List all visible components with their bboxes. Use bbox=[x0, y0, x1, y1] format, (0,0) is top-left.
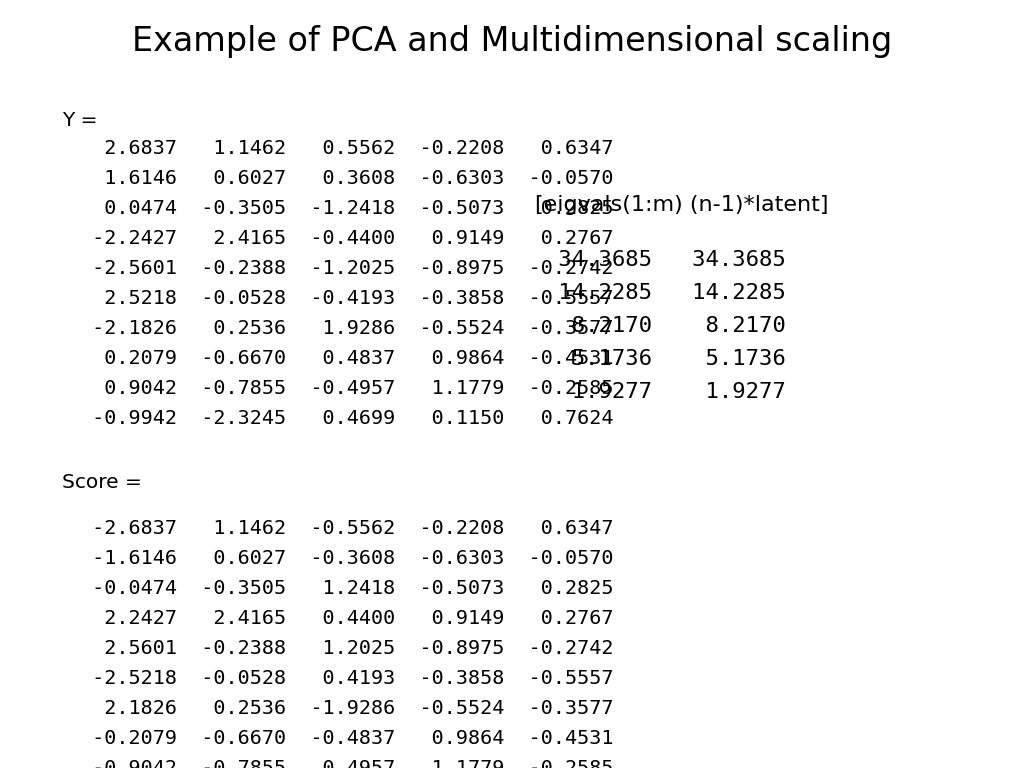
Text: 5.1736    5.1736: 5.1736 5.1736 bbox=[545, 349, 785, 369]
Text: -2.2427   2.4165  -0.4400   0.9149   0.2767: -2.2427 2.4165 -0.4400 0.9149 0.2767 bbox=[80, 229, 613, 247]
Text: 2.2427   2.4165   0.4400   0.9149   0.2767: 2.2427 2.4165 0.4400 0.9149 0.2767 bbox=[80, 608, 613, 627]
Text: -1.6146   0.6027  -0.3608  -0.6303  -0.0570: -1.6146 0.6027 -0.3608 -0.6303 -0.0570 bbox=[80, 548, 613, 568]
Text: -2.6837   1.1462  -0.5562  -0.2208   0.6347: -2.6837 1.1462 -0.5562 -0.2208 0.6347 bbox=[80, 518, 613, 538]
Text: 8.2170    8.2170: 8.2170 8.2170 bbox=[545, 316, 785, 336]
Text: 0.0474  -0.3505  -1.2418  -0.5073   0.2825: 0.0474 -0.3505 -1.2418 -0.5073 0.2825 bbox=[80, 198, 613, 217]
Text: -2.1826   0.2536   1.9286  -0.5524  -0.3577: -2.1826 0.2536 1.9286 -0.5524 -0.3577 bbox=[80, 319, 613, 337]
Text: Example of PCA and Multidimensional scaling: Example of PCA and Multidimensional scal… bbox=[132, 25, 892, 58]
Text: Y =: Y = bbox=[62, 111, 97, 130]
Text: 2.5218  -0.0528  -0.4193  -0.3858  -0.5557: 2.5218 -0.0528 -0.4193 -0.3858 -0.5557 bbox=[80, 289, 613, 307]
Text: 1.6146   0.6027   0.3608  -0.6303  -0.0570: 1.6146 0.6027 0.3608 -0.6303 -0.0570 bbox=[80, 168, 613, 187]
Text: 2.5601  -0.2388   1.2025  -0.8975  -0.2742: 2.5601 -0.2388 1.2025 -0.8975 -0.2742 bbox=[80, 638, 613, 657]
Text: 14.2285   14.2285: 14.2285 14.2285 bbox=[545, 283, 785, 303]
Text: -2.5218  -0.0528   0.4193  -0.3858  -0.5557: -2.5218 -0.0528 0.4193 -0.3858 -0.5557 bbox=[80, 668, 613, 687]
Text: -0.2079  -0.6670  -0.4837   0.9864  -0.4531: -0.2079 -0.6670 -0.4837 0.9864 -0.4531 bbox=[80, 729, 613, 747]
Text: 34.3685   34.3685: 34.3685 34.3685 bbox=[545, 250, 785, 270]
Text: 1.9277    1.9277: 1.9277 1.9277 bbox=[545, 382, 785, 402]
Text: -0.0474  -0.3505   1.2418  -0.5073   0.2825: -0.0474 -0.3505 1.2418 -0.5073 0.2825 bbox=[80, 578, 613, 598]
Text: 0.2079  -0.6670   0.4837   0.9864  -0.4531: 0.2079 -0.6670 0.4837 0.9864 -0.4531 bbox=[80, 349, 613, 368]
Text: Score =: Score = bbox=[62, 474, 142, 492]
Text: -0.9942  -2.3245   0.4699   0.1150   0.7624: -0.9942 -2.3245 0.4699 0.1150 0.7624 bbox=[80, 409, 613, 428]
Text: 0.9042  -0.7855  -0.4957   1.1779  -0.2585: 0.9042 -0.7855 -0.4957 1.1779 -0.2585 bbox=[80, 379, 613, 398]
Text: 2.1826   0.2536  -1.9286  -0.5524  -0.3577: 2.1826 0.2536 -1.9286 -0.5524 -0.3577 bbox=[80, 699, 613, 717]
Text: 2.6837   1.1462   0.5562  -0.2208   0.6347: 2.6837 1.1462 0.5562 -0.2208 0.6347 bbox=[80, 138, 613, 157]
Text: -2.5601  -0.2388  -1.2025  -0.8975  -0.2742: -2.5601 -0.2388 -1.2025 -0.8975 -0.2742 bbox=[80, 259, 613, 277]
Text: -0.9042  -0.7855   0.4957   1.1779  -0.2585: -0.9042 -0.7855 0.4957 1.1779 -0.2585 bbox=[80, 759, 613, 768]
Text: [eigvals(1:m) (n-1)*latent]: [eigvals(1:m) (n-1)*latent] bbox=[535, 195, 828, 215]
